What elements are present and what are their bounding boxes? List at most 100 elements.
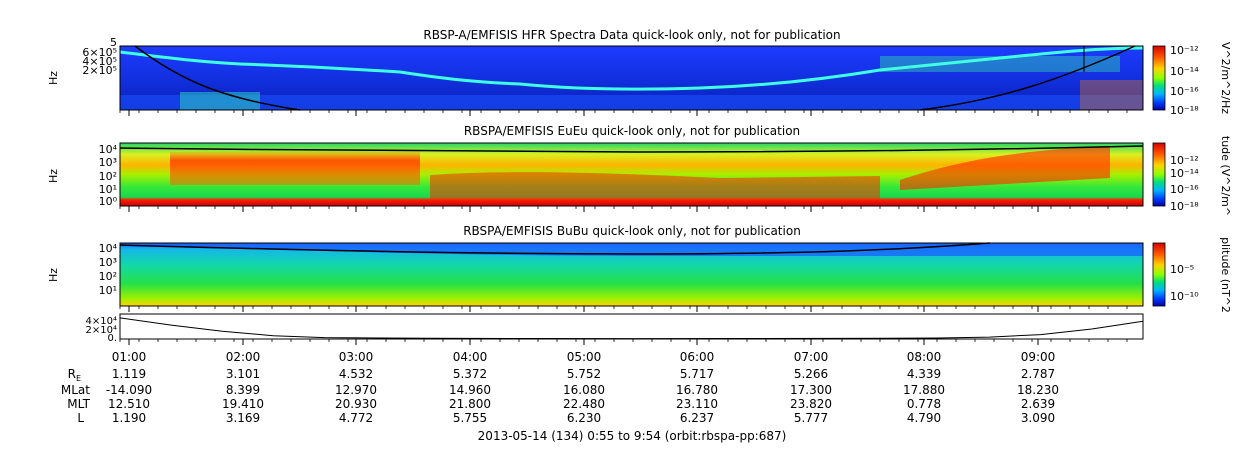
panel-eueu-ylabel: Hz xyxy=(47,169,60,183)
panel-hfr-lowband xyxy=(120,95,1143,110)
ephemeris-value: 17.300 xyxy=(790,383,832,397)
panel-bubu-colorbar xyxy=(1152,242,1166,307)
panel-hfr-cbar-tick: 10⁻¹⁴ xyxy=(1170,65,1199,78)
ephemeris-table: RE 1.119 3.101 4.532 5.372 5.752 5.717 5… xyxy=(61,367,1059,425)
panel-hfr-cbar-label: V^2/m^2/Hz xyxy=(1219,42,1232,114)
ephemeris-value: 16.780 xyxy=(676,383,718,397)
time-tick-label: 09:00 xyxy=(1021,350,1056,364)
panel-hfr-fce-curve xyxy=(134,45,1136,111)
panel-hfr-cbar-tick: 10⁻¹⁸ xyxy=(1170,104,1199,117)
panel-bubu-cbar-tick: 10⁻⁵ xyxy=(1170,263,1194,276)
ephemeris-value: 3.101 xyxy=(226,367,260,381)
panel-eueu-ytick: 10¹ xyxy=(99,183,117,196)
panel-bubu-frame xyxy=(119,242,1144,307)
x-ticks xyxy=(119,110,1128,345)
panel-hfr-hot-corner xyxy=(1080,80,1143,110)
ephemeris-row-l: L 1.190 3.169 4.772 5.755 6.230 6.237 5.… xyxy=(77,411,1055,425)
ephemeris-value: 14.960 xyxy=(449,383,491,397)
panel-bubu-fce-curve xyxy=(119,242,991,255)
panel-hfr-ytick: 2×10⁵ xyxy=(82,64,117,77)
panel-eueu-title: RBSPA/EMFISIS EuEu quick-look only, not … xyxy=(464,124,800,138)
ephemeris-value: 5.266 xyxy=(794,367,828,381)
panel-bubu-cbar-tick: 10⁻¹⁰ xyxy=(1170,290,1199,303)
ephemeris-value: 6.230 xyxy=(567,411,601,425)
panel-bubu-ytick: 10³ xyxy=(99,256,117,269)
ephemeris-value: 18.230 xyxy=(1017,383,1059,397)
panel-hfr-noise-right xyxy=(880,56,1120,72)
ephemeris-value: 0.778 xyxy=(907,397,941,411)
panel-eueu-cbar-label: tude (V^2/m^ xyxy=(1219,136,1232,216)
ephemeris-row-mlt: MLT 12.510 19.410 20.930 21.800 22.480 2… xyxy=(67,397,1055,411)
ephemeris-row-re: RE 1.119 3.101 4.532 5.372 5.752 5.717 5… xyxy=(68,367,1056,383)
ephemeris-row-mlat: MLat -14.090 8.399 12.970 14.960 16.080 … xyxy=(61,383,1059,397)
time-tick-label: 08:00 xyxy=(907,350,942,364)
panel-hfr-cbar-tick: 10⁻¹⁶ xyxy=(1170,85,1199,98)
ephemeris-value: 5.752 xyxy=(567,367,601,381)
panel-hfr-ytick: 6×10⁵ xyxy=(82,46,117,59)
panel-line-ytick: 0. xyxy=(107,333,117,344)
panel-eueu-cbar-tick: 10⁻¹⁸ xyxy=(1170,200,1199,213)
ephemeris-value: 12.510 xyxy=(108,397,150,411)
ephemeris-value: 3.090 xyxy=(1021,411,1055,425)
panel-eueu-ytick: 10³ xyxy=(99,156,117,169)
panel-eueu-cbar-tick: 10⁻¹⁶ xyxy=(1170,183,1199,196)
ephemeris-value: 5.777 xyxy=(794,411,828,425)
ephemeris-value: 17.880 xyxy=(903,383,945,397)
panel-hfr-cbar-tick: 10⁻¹² xyxy=(1170,44,1199,57)
panel-bubu-ytick: 10⁴ xyxy=(99,242,118,255)
panel-hfr-ytop: 5 xyxy=(110,36,117,49)
ephemeris-value: 16.080 xyxy=(563,383,605,397)
ephemeris-value: 5.372 xyxy=(453,367,487,381)
time-tick-label: 02:00 xyxy=(226,350,261,364)
panel-line-series xyxy=(119,317,1144,340)
ephemeris-value: 4.532 xyxy=(339,367,373,381)
panel-hfr-frame xyxy=(119,45,1144,111)
panel-bubu: RBSPA/EMFISIS BuBu quick-look only, not … xyxy=(47,224,1232,313)
ephemeris-value: 8.399 xyxy=(226,383,260,397)
panel-eueu-fce-curve xyxy=(119,145,1144,153)
ephemeris-label: MLT xyxy=(67,397,90,411)
panel-bubu-ytick: 10² xyxy=(99,270,117,283)
panel-bubu-title: RBSPA/EMFISIS BuBu quick-look only, not … xyxy=(463,224,801,238)
panel-line: 4×10⁴ 2×10⁴ 0. xyxy=(86,313,1144,344)
ephemeris-value: 21.800 xyxy=(449,397,491,411)
time-tick-label: 06:00 xyxy=(680,350,715,364)
ephemeris-value: 23.820 xyxy=(790,397,832,411)
panel-eueu-cbar-tick: 10⁻¹² xyxy=(1170,154,1199,167)
panel-bubu-cbar-label: plitude (nT^2 xyxy=(1219,237,1232,313)
panel-eueu-frame xyxy=(119,142,1144,207)
ephemeris-label: MLat xyxy=(61,383,90,397)
time-tick-label: 03:00 xyxy=(339,350,374,364)
panel-line-frame xyxy=(119,313,1144,340)
ephemeris-value: 4.772 xyxy=(339,411,373,425)
panel-bubu-upper-band xyxy=(120,243,1143,256)
ephemeris-label: L xyxy=(77,411,84,425)
footer-date-range: 2013-05-14 (134) 0:55 to 9:54 (orbit:rbs… xyxy=(478,429,787,443)
panel-eueu-hot-band xyxy=(170,150,420,185)
ephemeris-value: -14.090 xyxy=(106,383,152,397)
ephemeris-value: 5.755 xyxy=(453,411,487,425)
panel-eueu-ytick: 10² xyxy=(99,170,117,183)
panel-eueu-ytick: 10⁴ xyxy=(99,143,118,156)
ephemeris-value: 4.339 xyxy=(907,367,941,381)
panel-hfr-ylabel: Hz xyxy=(47,71,60,85)
time-tick-label: 04:00 xyxy=(453,350,488,364)
panel-bubu-ylabel: Hz xyxy=(47,268,60,282)
ephemeris-value: 2.787 xyxy=(1021,367,1055,381)
ephemeris-value: 5.717 xyxy=(680,367,714,381)
panel-eueu-hiss xyxy=(430,172,880,200)
ephemeris-value: 22.480 xyxy=(563,397,605,411)
panel-hfr-uhr-trace xyxy=(119,46,1144,91)
time-axis: 01:00 02:00 03:00 04:00 05:00 06:00 07:0… xyxy=(112,350,1056,364)
ephemeris-value: 4.790 xyxy=(907,411,941,425)
panel-eueu-colorbar xyxy=(1152,142,1166,207)
panel-hfr-title: RBSP-A/EMFISIS HFR Spectra Data quick-lo… xyxy=(423,28,840,42)
panel-line-ytick: 2×10⁴ xyxy=(86,325,117,336)
ephemeris-label: RE xyxy=(68,367,81,383)
panel-eueu-chorus xyxy=(900,146,1110,190)
panel-bubu-ytick: 10¹ xyxy=(99,284,117,297)
ephemeris-value: 12.970 xyxy=(335,383,377,397)
time-tick-label: 07:00 xyxy=(794,350,829,364)
panel-line-ytick: 4×10⁴ xyxy=(86,316,117,327)
